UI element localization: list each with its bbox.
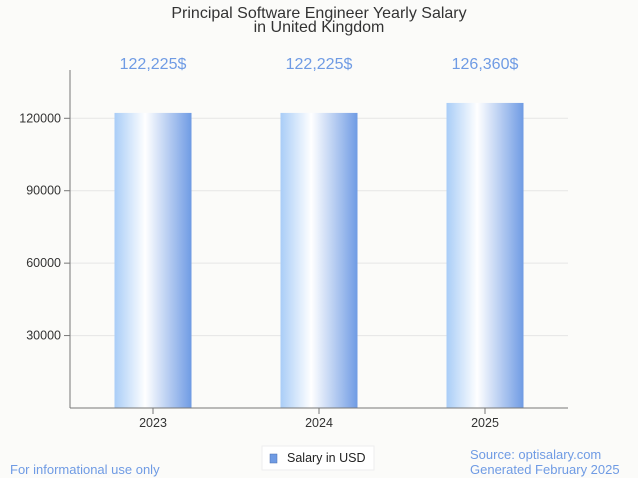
disclaimer-text: For informational use only [10, 462, 160, 477]
data-label-2023: 122,225$ [120, 56, 187, 73]
bar-2024[interactable] [280, 112, 358, 408]
legend[interactable]: Salary in USD [261, 445, 375, 471]
data-label-2025: 126,360$ [452, 56, 519, 73]
data-labels: 122,225$ 122,225$ 126,360$ [120, 56, 519, 73]
x-tick-label-2024: 2024 [305, 416, 333, 430]
legend-box [261, 445, 375, 471]
chart-title: Principal Software Engineer Yearly Salar… [171, 5, 466, 22]
chart-subtitle: in United Kingdom [254, 19, 385, 36]
x-axis-ticks: 2023 2024 2025 [139, 408, 499, 430]
y-tick-label: 90000 [26, 184, 61, 198]
source-text: Source: optisalary.com [470, 447, 601, 462]
bar-2023[interactable] [114, 112, 192, 408]
y-tick-label: 30000 [26, 329, 61, 343]
legend-swatch [269, 453, 278, 464]
y-tick-label: 60000 [26, 256, 61, 270]
legend-label: Salary in USD [287, 451, 366, 465]
data-label-2024: 122,225$ [286, 56, 353, 73]
y-tick-label: 120000 [19, 111, 61, 125]
y-axis-ticks: 30000 60000 90000 120000 [19, 111, 70, 343]
x-tick-label-2025: 2025 [471, 416, 499, 430]
bar-2025[interactable] [446, 102, 524, 409]
generated-text: Generated February 2025 [470, 462, 620, 477]
bars [114, 102, 524, 409]
x-tick-label-2023: 2023 [139, 416, 167, 430]
